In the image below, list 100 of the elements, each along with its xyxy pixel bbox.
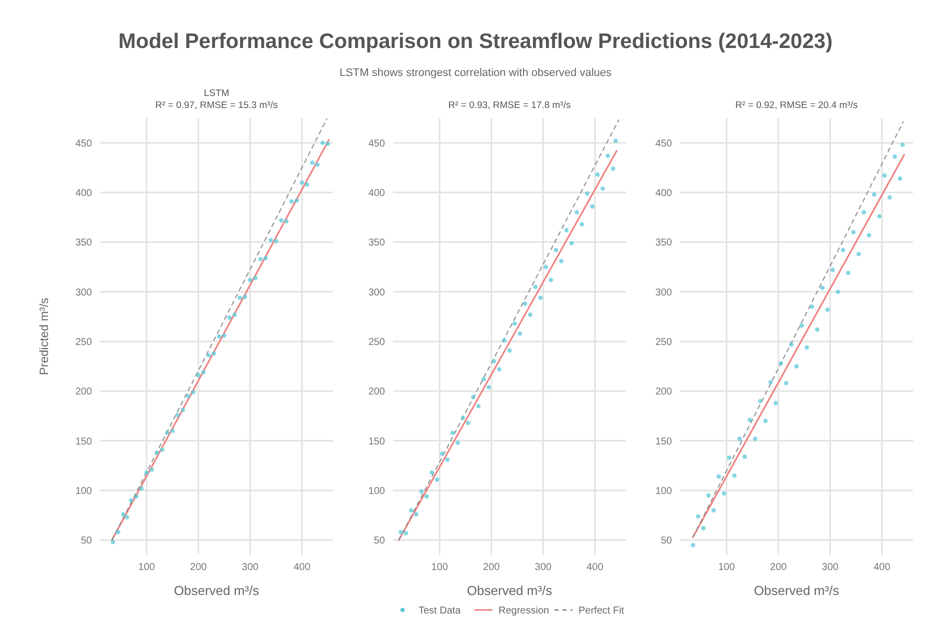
point [116,530,120,534]
point [492,359,496,364]
point [134,494,138,499]
point [898,176,902,181]
point [872,192,876,197]
point [248,278,252,282]
point [263,256,268,260]
point [810,304,814,309]
point [851,230,856,234]
point [748,418,752,422]
point [784,380,788,386]
point [862,210,866,215]
x-tick-label: 300 [242,562,259,573]
chart-subtitle: LSTM shows strongest correlation with observed values [339,67,612,79]
y-tick-label: 200 [75,386,92,398]
x-tick-label: 200 [770,562,788,573]
point [408,508,414,513]
point [840,248,846,252]
point [212,351,216,356]
point [722,491,726,496]
point [160,448,164,452]
x-tick-label: 200 [483,562,500,573]
point [434,477,440,482]
y-tick-label: 450 [368,138,386,150]
point [274,238,278,244]
point [496,367,502,372]
point [507,348,512,353]
x-tick-label: 100 [138,562,156,573]
y-tick-label: 350 [75,238,92,249]
point [877,214,882,219]
point [150,467,154,472]
point [768,380,773,384]
text: R² = 0.97, RMSE = 15.3 m³/s [155,100,278,111]
point [732,473,737,478]
point [430,470,434,475]
point [414,512,418,516]
point [778,361,784,366]
point [110,540,116,544]
point [398,530,403,534]
point [590,204,595,209]
x-axis-title: Observed m³/s [174,583,260,598]
y-axis-title: Predicted m³/s [37,298,51,376]
point [584,191,590,196]
y-tick-label: 400 [655,188,672,199]
legend-label: Test Data [418,606,462,616]
point [476,404,481,408]
point [606,154,610,158]
point [154,450,160,455]
point [253,276,258,280]
point [836,290,840,294]
y-tick-label: 200 [368,386,386,398]
point [706,493,711,498]
point [846,270,850,276]
point [774,400,778,406]
point [544,264,548,270]
point [518,331,522,336]
y-tick-label: 150 [75,436,92,448]
point [186,394,190,398]
y-tick-label: 50 [80,536,92,547]
text: LSTM [204,88,230,99]
point [121,512,126,516]
point [124,515,130,520]
y-tick-label: 250 [75,336,92,348]
point [559,258,564,264]
point [310,160,314,165]
point [820,286,825,290]
point [522,302,528,306]
x-axis-title: Observed m³/s [466,583,553,598]
x-tick-label: 400 [294,562,311,573]
point [574,210,580,215]
point [279,218,284,222]
point [242,294,248,299]
point [548,278,554,282]
point [424,494,429,499]
point [716,474,722,479]
point [139,486,144,491]
y-tick-label: 250 [368,336,386,348]
point [238,296,242,300]
point [165,430,170,436]
y-tick-label: 300 [75,287,92,298]
point [554,248,558,252]
point [300,180,304,185]
point [600,186,605,191]
point [232,312,237,317]
point [533,284,538,290]
point [284,219,289,224]
point [763,418,768,424]
point [320,140,325,146]
point [696,514,700,518]
point [538,296,543,300]
point [882,173,887,178]
point [128,498,134,503]
x-tick-label: 300 [534,562,552,573]
y-tick-label: 100 [368,486,386,497]
legend-label: Regression [498,606,550,616]
point [888,195,892,200]
point [804,345,810,350]
point [690,542,696,548]
point [701,526,706,530]
point [206,353,211,358]
